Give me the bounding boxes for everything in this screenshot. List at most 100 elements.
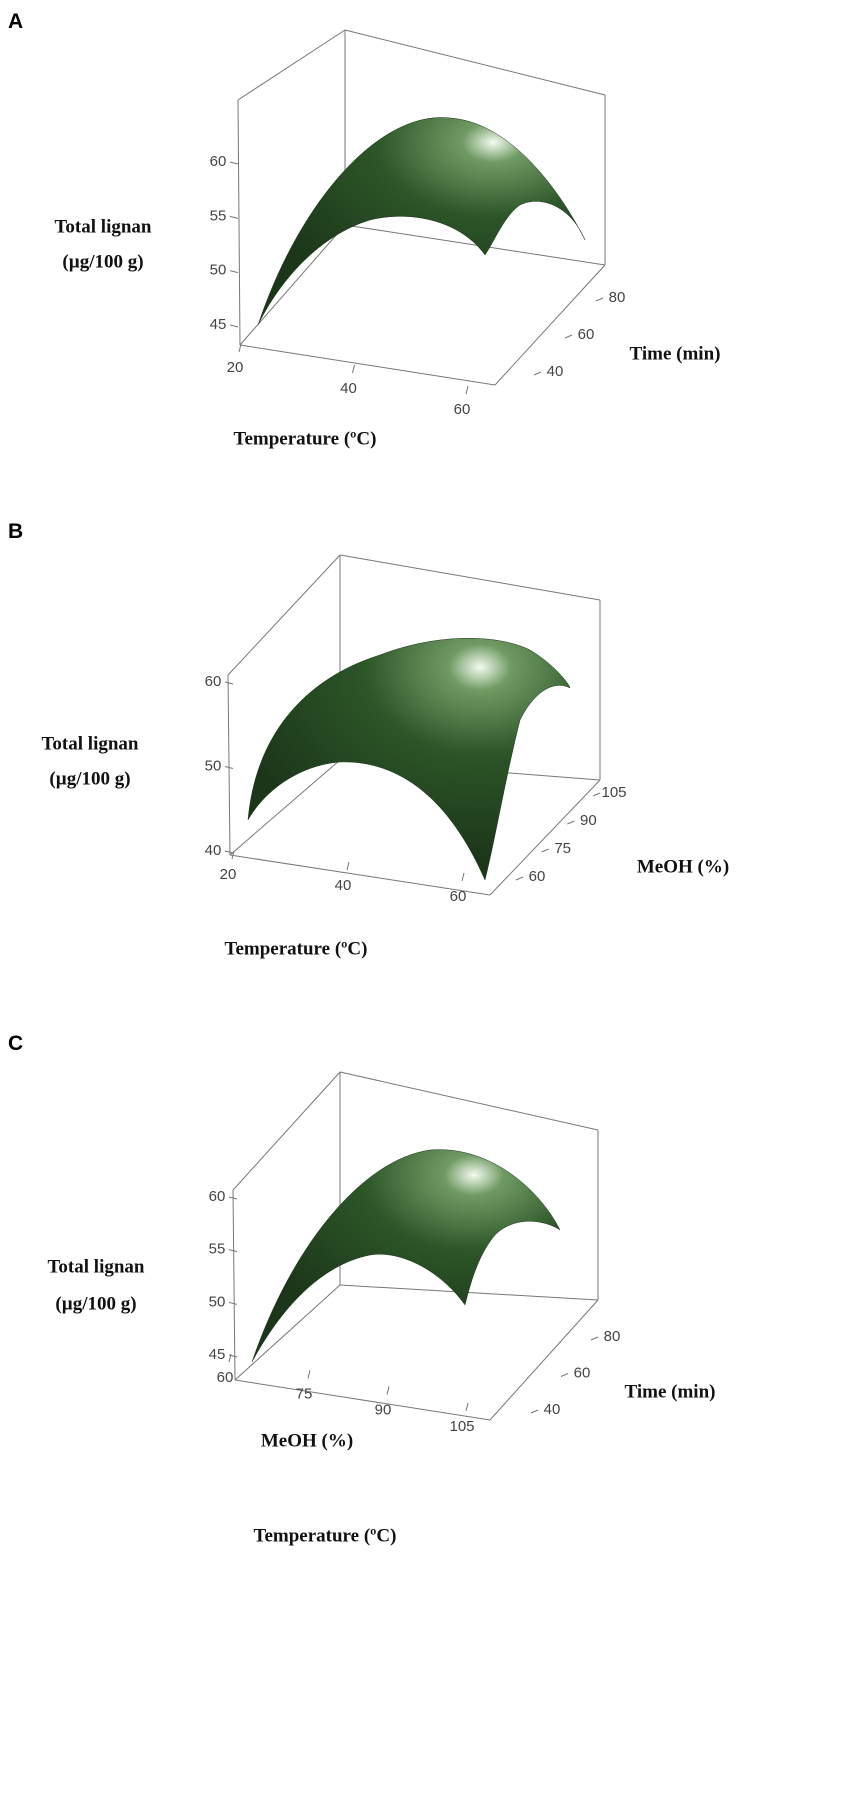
x-tick (238, 343, 242, 353)
z-tick (224, 681, 234, 685)
x-tick (465, 1402, 469, 1412)
y-tick-label: 40 (547, 363, 564, 380)
z-tick-label: 50 (209, 1293, 226, 1310)
x-tick-label: 40 (340, 380, 357, 397)
panel-label: A (8, 10, 23, 33)
box-edge (344, 224, 606, 266)
x-tick (461, 872, 465, 882)
x-tick (465, 385, 469, 395)
x-tick (228, 1353, 232, 1363)
box-edge (234, 1379, 491, 1421)
box-edge (229, 854, 491, 896)
z-tick-label: 45 (209, 1346, 226, 1363)
z-tick (229, 161, 239, 165)
x-tick-label: 20 (227, 359, 244, 376)
y-tick (592, 792, 601, 797)
y-tick-label: 105 (601, 784, 626, 801)
z-axis-title: (µg/100 g) (62, 251, 143, 272)
box-edge (489, 779, 601, 896)
z-tick (229, 324, 239, 328)
y-axis-title: MeOH (%) (637, 856, 729, 877)
x-tick (231, 850, 235, 860)
z-tick (224, 850, 234, 854)
z-axis-title: Total lignan (55, 216, 152, 237)
box-edge (237, 29, 346, 101)
z-tick (229, 215, 239, 219)
box-edge (232, 1189, 236, 1381)
z-tick-label: 50 (205, 757, 222, 774)
x-axis-title: MeOH (%) (261, 1430, 353, 1451)
y-tick (533, 371, 542, 376)
y-tick-label: 60 (578, 326, 595, 343)
z-axis-title: Total lignan (48, 1256, 145, 1277)
y-tick (567, 820, 575, 825)
z-tick (229, 270, 239, 274)
x-tick (352, 364, 355, 374)
y-tick (560, 1373, 569, 1377)
z-tick-label: 60 (209, 1188, 226, 1205)
panel-label: C (8, 1032, 23, 1055)
y-tick-label: 75 (554, 840, 571, 857)
y-tick (590, 1336, 599, 1341)
y-tick (564, 334, 573, 339)
box-edge (494, 264, 606, 386)
y-tick (515, 876, 524, 881)
y-tick (541, 848, 549, 853)
box-edge (344, 29, 606, 96)
x-tick (346, 861, 350, 871)
z-tick-label: 50 (210, 262, 227, 279)
x-tick-label: 90 (375, 1402, 392, 1419)
surface (257, 117, 586, 326)
box-edge (489, 1299, 599, 1421)
box-edge (339, 1284, 599, 1301)
x-tick-label: 40 (335, 877, 352, 894)
x-tick-label: 75 (296, 1385, 313, 1402)
x-tick-label: 60 (454, 401, 471, 418)
z-tick (228, 1301, 238, 1305)
x-tick-label: 20 (220, 866, 237, 883)
z-tick-label: 55 (209, 1241, 226, 1258)
y-tick (530, 1409, 539, 1414)
axis-title: Temperature (ºC) (254, 1525, 397, 1546)
y-tick-label: 40 (544, 1401, 561, 1418)
x-tick (307, 1370, 311, 1379)
z-axis-title: (µg/100 g) (55, 1293, 136, 1314)
z-tick-label: 60 (205, 673, 222, 690)
y-tick-label: 90 (580, 812, 597, 829)
y-axis-title: Time (min) (630, 343, 721, 364)
box-edge (239, 224, 346, 346)
surface (247, 638, 571, 881)
x-tick-label: 105 (449, 1418, 474, 1435)
z-tick-label: 45 (210, 316, 227, 333)
x-tick (386, 1386, 390, 1395)
panel-label: B (8, 520, 23, 543)
y-tick-label: 60 (529, 868, 546, 885)
x-tick-label: 60 (450, 888, 467, 905)
z-tick-label: 60 (210, 153, 227, 170)
box-edge (239, 344, 496, 386)
box-edge (232, 1071, 341, 1191)
box-edge (339, 1071, 599, 1131)
y-axis-title: Time (min) (625, 1381, 716, 1402)
box-edge (339, 554, 601, 601)
z-axis-title: Total lignan (42, 733, 139, 754)
box-edge (227, 674, 231, 856)
y-tick-label: 80 (604, 1328, 621, 1345)
z-tick (228, 1196, 238, 1200)
x-tick-label: 60 (217, 1369, 234, 1386)
y-tick-label: 80 (609, 289, 626, 306)
box-edge (234, 1284, 341, 1381)
z-tick (228, 1249, 238, 1253)
z-axis-title: (µg/100 g) (49, 768, 130, 789)
surface (251, 1149, 561, 1363)
y-tick (595, 297, 604, 302)
x-axis-title: Temperature (ºC) (225, 938, 368, 959)
box-edge (227, 554, 341, 676)
z-tick-label: 40 (205, 842, 222, 859)
x-axis-title: Temperature (ºC) (234, 428, 377, 449)
z-tick (224, 766, 234, 769)
box-edge (237, 99, 241, 346)
y-tick-label: 60 (574, 1364, 591, 1381)
box-edge (229, 759, 341, 856)
